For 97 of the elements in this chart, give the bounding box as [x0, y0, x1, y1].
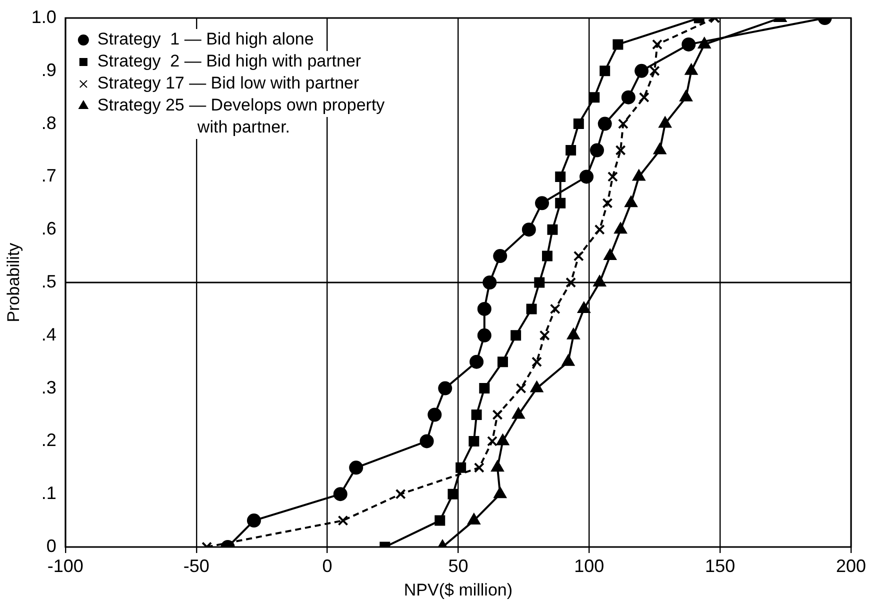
x-tick-label: 200 [836, 556, 866, 576]
point [634, 64, 649, 78]
point [612, 39, 624, 50]
point [477, 302, 492, 316]
point [600, 66, 610, 76]
point [598, 116, 612, 131]
point [496, 434, 509, 446]
point [487, 436, 498, 446]
point [555, 198, 566, 208]
point [438, 381, 452, 396]
point [578, 302, 590, 313]
point [474, 462, 484, 473]
point [618, 118, 628, 130]
y-axis-title: Probability [4, 242, 23, 322]
point [658, 116, 672, 128]
point [566, 277, 576, 288]
point [512, 408, 525, 419]
point [448, 488, 458, 500]
point [685, 64, 698, 75]
point [530, 381, 543, 392]
point [493, 249, 508, 264]
point [542, 250, 552, 262]
y-tick-label: .2 [41, 430, 56, 450]
y-tick-label: .9 [41, 60, 56, 80]
point [470, 354, 484, 369]
point [621, 90, 636, 104]
y-tick-label: 0 [46, 536, 56, 556]
point [602, 198, 613, 208]
x-axis-title: NPV($ million) [404, 580, 513, 600]
x-tick-label: 0 [322, 556, 332, 576]
point [492, 410, 503, 420]
y-tick-label: .8 [41, 112, 56, 133]
point [649, 66, 660, 76]
point [614, 222, 627, 234]
point [590, 143, 604, 158]
point [638, 92, 650, 103]
point [652, 39, 662, 50]
y-tick-label: .7 [41, 166, 56, 186]
legend-label: Strategy 25 — Develops own property with partner. [97, 96, 386, 137]
point [338, 515, 348, 526]
point [522, 222, 536, 237]
y-tick-label: 1.0 [31, 6, 56, 27]
x-tick-label: -50 [183, 556, 210, 576]
y-tick-label: .3 [41, 377, 56, 398]
point [615, 145, 626, 156]
point [349, 460, 364, 475]
point [516, 383, 526, 394]
point [580, 170, 594, 184]
point [395, 488, 406, 500]
point [632, 170, 646, 181]
point [468, 436, 480, 446]
point [567, 328, 580, 340]
point [471, 410, 482, 420]
point [539, 330, 550, 341]
point [604, 249, 616, 260]
point [594, 224, 605, 235]
point [654, 143, 666, 154]
point [607, 171, 618, 182]
point [526, 304, 537, 314]
x-tick-label: 50 [448, 556, 468, 576]
y-tick-label: .6 [41, 218, 56, 239]
x-tick-label: -100 [47, 556, 84, 576]
point [494, 487, 506, 498]
point [589, 92, 600, 103]
legend-label: Strategy 1 — Bid high alone [97, 30, 314, 49]
point [547, 224, 558, 235]
point [624, 196, 638, 208]
point [566, 145, 576, 156]
point [562, 354, 574, 366]
point [456, 462, 466, 473]
y-tick-label: .5 [41, 271, 56, 292]
x-tick-label: 150 [705, 556, 736, 576]
point [428, 408, 442, 422]
point [573, 118, 584, 130]
y-tick-label: .4 [41, 324, 56, 344]
point [510, 330, 522, 341]
point [333, 487, 348, 502]
point [550, 304, 560, 314]
point [434, 515, 446, 526]
point [532, 356, 542, 368]
point [680, 90, 692, 102]
point [491, 460, 504, 472]
point [698, 37, 711, 48]
y-tick-label: .1 [41, 483, 56, 504]
point [479, 383, 490, 394]
point [535, 196, 550, 210]
point [497, 356, 508, 368]
point [420, 434, 434, 448]
point [477, 328, 492, 342]
point [468, 514, 480, 525]
point [682, 37, 696, 52]
legend-label: Strategy 2 — Bid high with partner [97, 52, 362, 71]
point [555, 171, 566, 182]
point [573, 250, 584, 262]
legend-label: Strategy 17 — Bid low with partner [97, 74, 360, 93]
point [246, 514, 261, 528]
x-tick-label: 100 [574, 556, 604, 576]
